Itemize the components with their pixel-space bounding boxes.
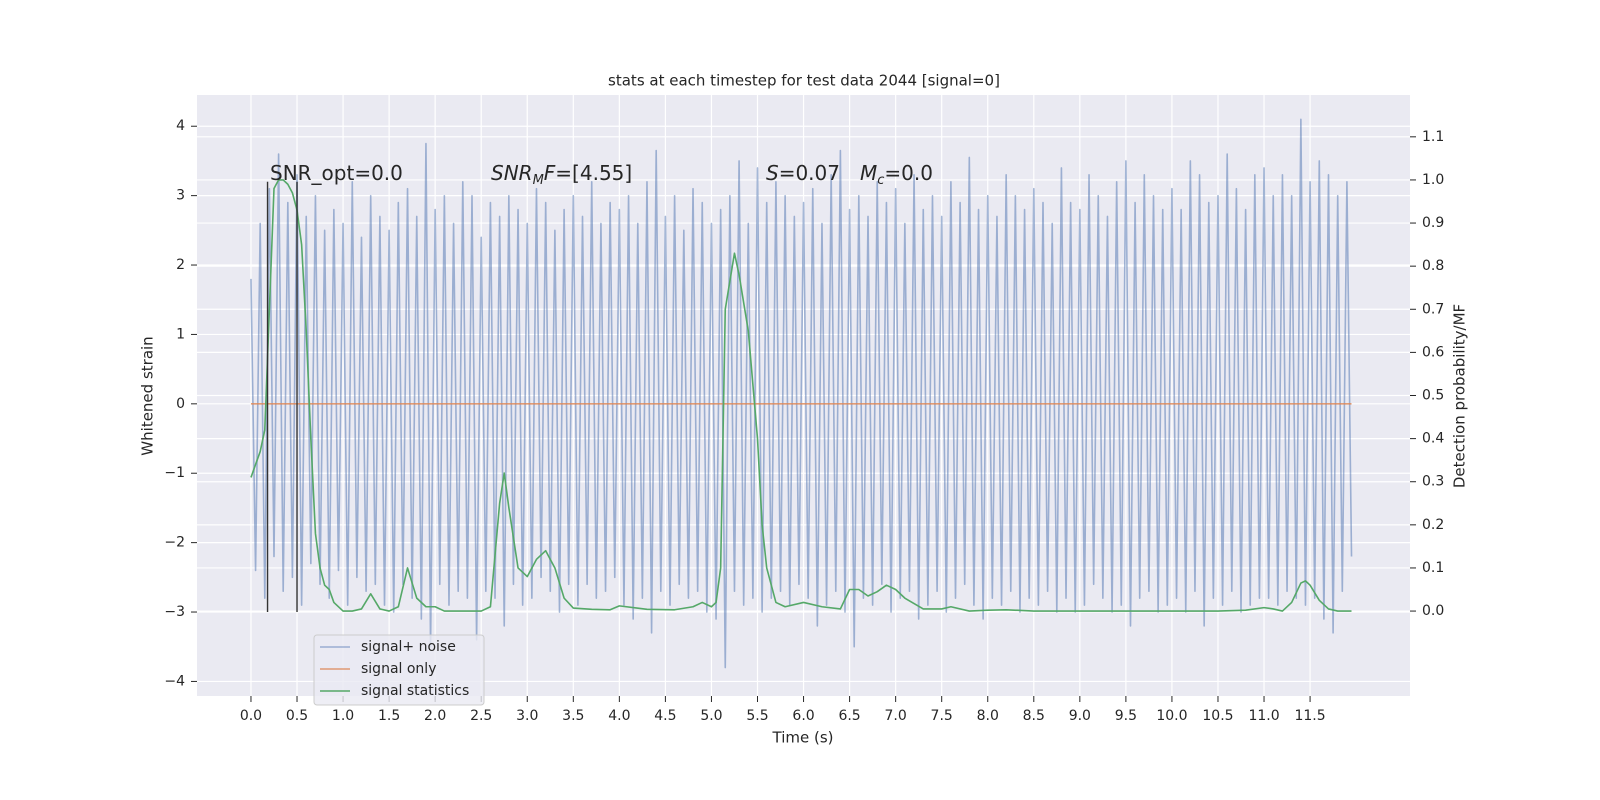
x-tick-label: 6.5 xyxy=(838,708,860,724)
x-tick-label: 9.5 xyxy=(1115,708,1137,724)
x-tick-label: 10.5 xyxy=(1202,708,1233,724)
y2-tick-label: 0.6 xyxy=(1422,344,1444,360)
legend: signal+ noise signal only signal statistic… xyxy=(313,634,485,706)
y-tick-label: −2 xyxy=(164,535,185,551)
annotation-text: F xyxy=(544,161,556,185)
x-tick-label: 10.0 xyxy=(1156,708,1187,724)
series-line xyxy=(250,118,1353,669)
x-tick-label: 5.5 xyxy=(746,708,768,724)
annotation-sub: M xyxy=(533,173,544,188)
y-tick-label: 4 xyxy=(176,118,185,134)
annotation: SNRMF=[4.55] xyxy=(491,161,632,188)
annotation-text: M xyxy=(860,161,877,185)
annotation-text: S xyxy=(766,161,779,185)
x-tick-label: 8.5 xyxy=(1023,708,1045,724)
annotation: S=0.07 Mc=0.0 xyxy=(766,161,933,188)
chart-title: stats at each timestep for test data 204… xyxy=(608,72,1000,90)
x-tick-label: 5.0 xyxy=(700,708,722,724)
ticks: 0.0 0.5 1.0 1.5 2.0 2.5 3.0 3.5 4.0 4.5 5.0 5.5 6.0 6… xyxy=(164,118,1444,724)
marks xyxy=(250,118,1353,669)
annotation-text: =0.0 xyxy=(884,161,933,185)
legend-label: signal+ noise xyxy=(361,639,456,655)
y2-tick-label: 0.8 xyxy=(1422,258,1444,274)
x-tick-label: 3.0 xyxy=(516,708,538,724)
y-tick-label: 0 xyxy=(176,396,185,412)
y2-tick-label: 0.3 xyxy=(1422,474,1444,490)
legend-label: signal only xyxy=(361,661,436,677)
y-tick-label: 2 xyxy=(176,257,185,273)
y2-tick-label: 0.5 xyxy=(1422,388,1444,404)
annotation-sub: c xyxy=(877,173,884,188)
x-tick-label: 4.5 xyxy=(654,708,676,724)
x-tick-label: 2.0 xyxy=(424,708,446,724)
y2-tick-label: 0.1 xyxy=(1422,560,1444,576)
y2-tick-label: 0.2 xyxy=(1422,517,1444,533)
y-axis-label: Whitened strain xyxy=(139,336,157,455)
y-tick-label: 1 xyxy=(176,326,185,342)
y2-axis-label: Detection probability/MF xyxy=(1451,304,1469,488)
x-tick-label: 11.0 xyxy=(1248,708,1279,724)
legend-label: signal statistics xyxy=(361,683,469,699)
annotation-text: =0.07 xyxy=(779,161,840,185)
y-tick-label: −4 xyxy=(164,673,185,689)
x-tick-label: 3.5 xyxy=(562,708,584,724)
x-tick-label: 1.5 xyxy=(378,708,400,724)
x-tick-label: 6.0 xyxy=(792,708,814,724)
annotation: SNR_opt=0.0 xyxy=(270,161,403,185)
y2-tick-label: 0.7 xyxy=(1422,301,1444,317)
y2-tick-label: 1.0 xyxy=(1422,172,1444,188)
x-tick-label: 9.0 xyxy=(1069,708,1091,724)
annotation-text: SNR xyxy=(491,161,533,185)
y-tick-label: 3 xyxy=(176,188,185,204)
annotation-text: =[4.55] xyxy=(555,161,632,185)
annotation-text: SNR_opt=0.0 xyxy=(270,161,403,185)
y-tick-label: −3 xyxy=(164,604,185,620)
y2-tick-label: 0.0 xyxy=(1422,603,1444,619)
x-tick-label: 4.0 xyxy=(608,708,630,724)
x-axis-label: Time (s) xyxy=(772,729,834,747)
series-line xyxy=(250,179,1352,612)
y2-tick-label: 1.1 xyxy=(1422,129,1444,145)
x-tick-label: 7.0 xyxy=(885,708,907,724)
y2-tick-label: 0.4 xyxy=(1422,431,1444,447)
x-tick-label: 7.5 xyxy=(931,708,953,724)
x-tick-label: 0.5 xyxy=(286,708,308,724)
legend-box xyxy=(313,634,485,706)
x-tick-label: 1.0 xyxy=(332,708,354,724)
x-tick-label: 11.5 xyxy=(1294,708,1325,724)
x-tick-label: 2.5 xyxy=(470,708,492,724)
y-tick-label: −1 xyxy=(164,465,185,481)
x-tick-label: 8.0 xyxy=(977,708,999,724)
y2-tick-label: 0.9 xyxy=(1422,215,1444,231)
x-tick-label: 0.0 xyxy=(240,708,262,724)
